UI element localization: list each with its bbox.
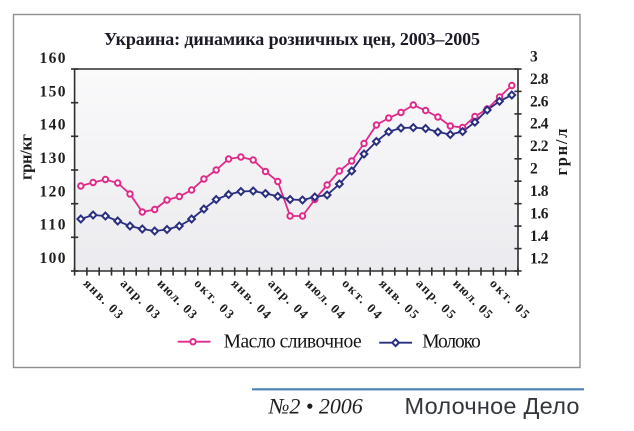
svg-text:140: 140 (40, 117, 66, 134)
svg-text:Украина: динамика розничных це: Украина: динамика розничных цен, 2003–20… (104, 29, 480, 49)
svg-text:1.4: 1.4 (530, 228, 549, 245)
svg-text:2: 2 (530, 161, 538, 178)
svg-text:Молочное Дело: Молочное Дело (405, 393, 580, 419)
svg-text:2.8: 2.8 (530, 71, 549, 88)
svg-text:1.8: 1.8 (530, 183, 549, 200)
svg-text:150: 150 (40, 83, 66, 100)
svg-text:100: 100 (40, 250, 66, 267)
svg-text:1.2: 1.2 (530, 250, 549, 267)
svg-text:Масло сливочное: Масло сливочное (224, 332, 362, 353)
svg-text:130: 130 (40, 150, 66, 167)
svg-text:2.4: 2.4 (530, 116, 549, 133)
svg-text:2.2: 2.2 (530, 138, 549, 155)
svg-text:120: 120 (40, 183, 66, 200)
svg-text:1.6: 1.6 (530, 205, 549, 222)
svg-text:110: 110 (40, 217, 66, 234)
svg-text:3: 3 (530, 48, 538, 65)
svg-text:грн/кг: грн/кг (17, 134, 36, 181)
svg-text:160: 160 (40, 50, 66, 67)
svg-text:Молоко: Молоко (422, 332, 480, 353)
svg-text:2.6: 2.6 (530, 93, 549, 110)
svg-text:№2 • 2006: №2 • 2006 (268, 394, 363, 419)
svg-text:грн/л: грн/л (552, 129, 571, 176)
